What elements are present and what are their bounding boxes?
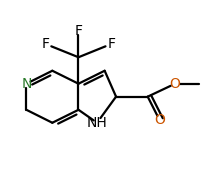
Text: N: N bbox=[21, 77, 32, 91]
Text: NH: NH bbox=[87, 116, 107, 130]
Text: F: F bbox=[74, 24, 83, 38]
Text: O: O bbox=[170, 77, 181, 91]
Text: F: F bbox=[41, 37, 49, 51]
Text: O: O bbox=[154, 112, 165, 127]
Text: F: F bbox=[107, 37, 115, 51]
